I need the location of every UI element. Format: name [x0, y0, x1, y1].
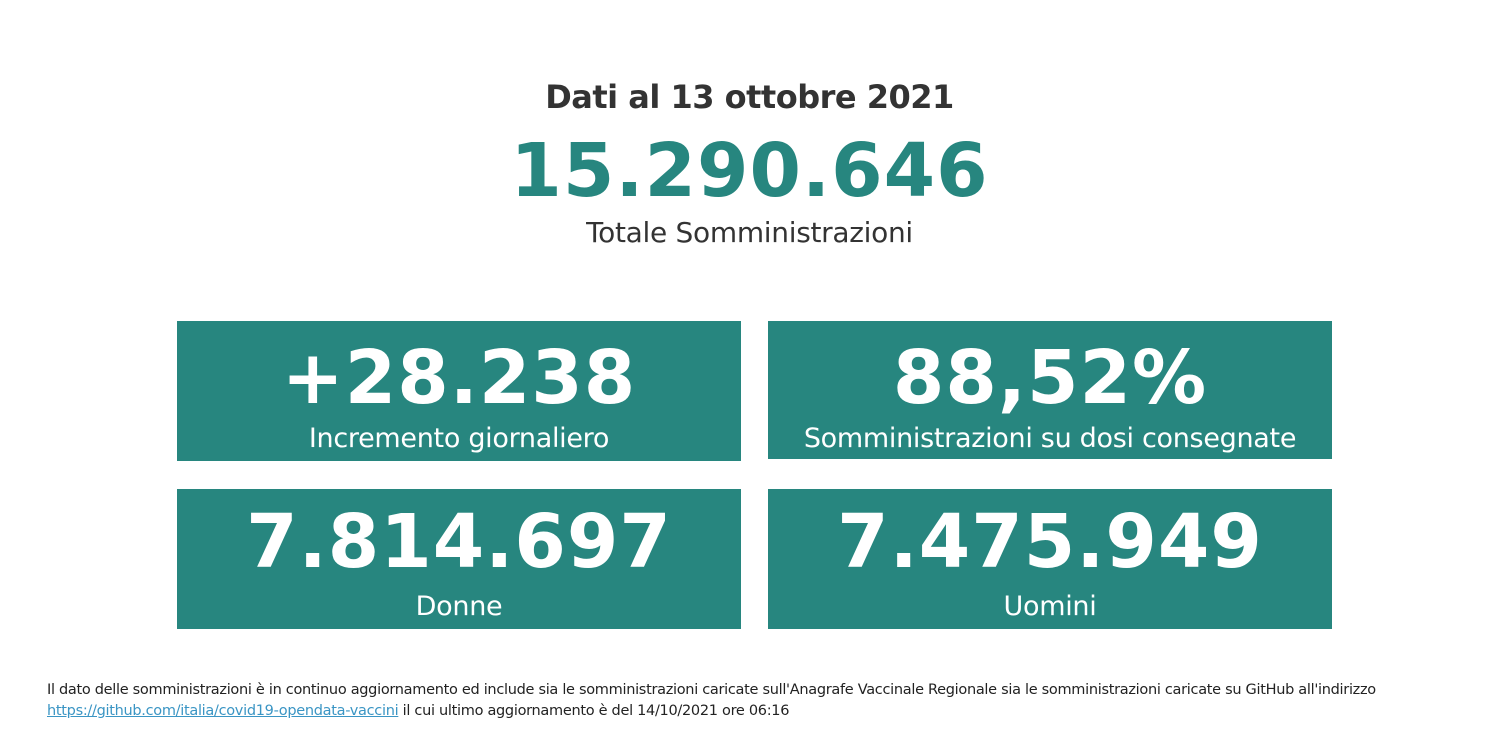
daily-increase-card: +28.238 Incremento giornaliero — [177, 321, 741, 461]
total-administrations-label: Totale Somministrazioni — [586, 216, 913, 249]
date-heading: Dati al 13 ottobre 2021 — [545, 78, 954, 116]
delivered-ratio-value: 88,52% — [892, 335, 1208, 421]
footer-note: Il dato delle somministrazioni è in cont… — [47, 680, 1477, 722]
delivered-ratio-label: Somministrazioni su dosi consegnate — [803, 423, 1297, 454]
footer-text-before-link: Il dato delle somministrazioni è in cont… — [47, 682, 1376, 698]
total-administrations-value: 15.290.646 — [510, 128, 989, 214]
men-label: Uomini — [1003, 591, 1097, 622]
women-card: 7.814.697 Donne — [177, 489, 741, 629]
daily-increase-value: +28.238 — [281, 335, 637, 421]
men-value: 7.475.949 — [837, 499, 1263, 585]
women-label: Donne — [415, 591, 503, 622]
github-link[interactable]: https://github.com/italia/covid19-openda… — [47, 703, 399, 719]
delivered-ratio-card: 88,52% Somministrazioni su dosi consegna… — [768, 321, 1332, 459]
men-card: 7.475.949 Uomini — [768, 489, 1332, 629]
footer-text-after-link: il cui ultimo aggiornamento è del 14/10/… — [402, 703, 790, 719]
women-value: 7.814.697 — [246, 499, 672, 585]
daily-increase-label: Incremento giornaliero — [308, 423, 610, 454]
